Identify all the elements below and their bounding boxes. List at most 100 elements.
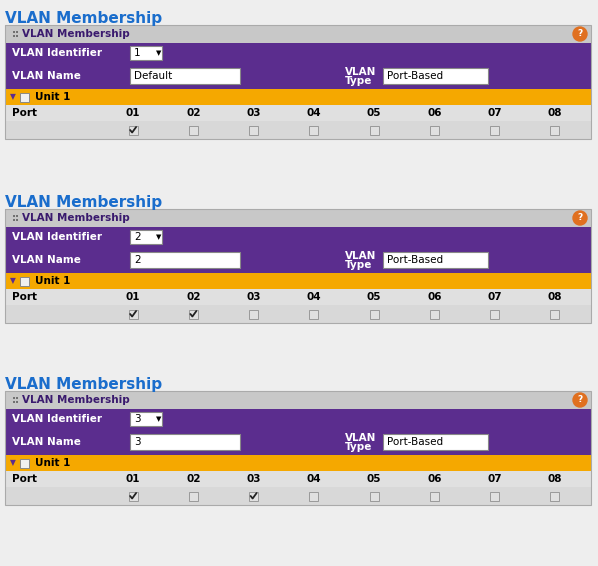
Text: 3: 3: [134, 414, 141, 424]
Text: Port: Port: [12, 292, 37, 302]
Bar: [430, 310, 439, 319]
Text: 05: 05: [367, 108, 382, 118]
Bar: [430, 126, 439, 135]
Text: 2: 2: [134, 232, 141, 242]
Text: 03: 03: [246, 474, 261, 484]
Text: 01: 01: [126, 108, 141, 118]
Bar: [130, 230, 162, 244]
Bar: [129, 491, 138, 500]
Text: VLAN Name: VLAN Name: [12, 437, 81, 447]
Text: VLAN: VLAN: [345, 433, 376, 443]
Bar: [309, 491, 318, 500]
Bar: [383, 434, 488, 450]
Bar: [383, 68, 488, 84]
Bar: [20, 92, 29, 101]
Text: 05: 05: [367, 292, 382, 302]
Bar: [5, 105, 591, 121]
Bar: [249, 126, 258, 135]
Text: 07: 07: [487, 292, 502, 302]
Text: Port-Based: Port-Based: [387, 71, 443, 81]
Bar: [5, 487, 591, 505]
Text: 02: 02: [186, 474, 200, 484]
Text: VLAN: VLAN: [345, 67, 376, 77]
Text: ?: ?: [578, 213, 582, 222]
Bar: [5, 289, 591, 305]
Bar: [5, 209, 591, 227]
Text: 04: 04: [307, 292, 321, 302]
Bar: [490, 310, 499, 319]
Bar: [5, 409, 591, 429]
Bar: [20, 277, 29, 285]
Text: ▼: ▼: [156, 416, 161, 422]
Text: 06: 06: [427, 474, 442, 484]
Text: ▼: ▼: [10, 277, 16, 285]
Text: 06: 06: [427, 108, 442, 118]
Bar: [129, 126, 138, 135]
Text: 1: 1: [134, 48, 141, 58]
Bar: [130, 434, 240, 450]
Text: 05: 05: [367, 474, 382, 484]
Bar: [370, 126, 379, 135]
Text: 02: 02: [186, 108, 200, 118]
Bar: [130, 412, 162, 426]
Bar: [5, 43, 591, 63]
Bar: [5, 25, 591, 43]
Text: ?: ?: [578, 29, 582, 38]
Text: 04: 04: [307, 474, 321, 484]
Circle shape: [573, 211, 587, 225]
Text: VLAN Identifier: VLAN Identifier: [12, 232, 102, 242]
Text: VLAN Identifier: VLAN Identifier: [12, 48, 102, 58]
Circle shape: [573, 27, 587, 41]
Text: VLAN: VLAN: [345, 251, 376, 261]
Text: ▼: ▼: [10, 92, 16, 101]
Bar: [430, 491, 439, 500]
Bar: [5, 209, 591, 323]
Text: ::: ::: [12, 29, 20, 39]
Bar: [550, 126, 559, 135]
Bar: [189, 310, 198, 319]
Text: Port-Based: Port-Based: [387, 437, 443, 447]
Bar: [370, 491, 379, 500]
Text: Type: Type: [345, 260, 373, 270]
Text: Unit 1: Unit 1: [35, 458, 71, 468]
Text: 03: 03: [246, 292, 261, 302]
Bar: [5, 391, 591, 505]
Text: Unit 1: Unit 1: [35, 92, 71, 102]
Text: 3: 3: [134, 437, 141, 447]
Bar: [5, 391, 591, 409]
Text: ▼: ▼: [156, 50, 161, 56]
Text: 2: 2: [134, 255, 141, 265]
Bar: [130, 252, 240, 268]
Bar: [130, 46, 162, 60]
Bar: [249, 310, 258, 319]
Bar: [309, 310, 318, 319]
Text: VLAN Membership: VLAN Membership: [22, 213, 130, 223]
Text: VLAN Membership: VLAN Membership: [5, 376, 162, 392]
Text: VLAN Membership: VLAN Membership: [5, 11, 162, 25]
Bar: [383, 252, 488, 268]
Bar: [490, 491, 499, 500]
Text: Port: Port: [12, 474, 37, 484]
Bar: [5, 63, 591, 89]
Text: 08: 08: [548, 474, 562, 484]
Text: Port: Port: [12, 108, 37, 118]
Text: 03: 03: [246, 108, 261, 118]
Text: 08: 08: [548, 108, 562, 118]
Bar: [370, 310, 379, 319]
Text: ?: ?: [578, 396, 582, 405]
Text: VLAN Name: VLAN Name: [12, 71, 81, 81]
Text: Port-Based: Port-Based: [387, 255, 443, 265]
Text: 07: 07: [487, 474, 502, 484]
Text: Type: Type: [345, 76, 373, 86]
Text: 02: 02: [186, 292, 200, 302]
Bar: [5, 25, 591, 139]
Text: Default: Default: [134, 71, 172, 81]
Bar: [5, 227, 591, 247]
Text: Type: Type: [345, 442, 373, 452]
Bar: [550, 310, 559, 319]
Circle shape: [573, 393, 587, 407]
Bar: [5, 429, 591, 455]
Text: 08: 08: [548, 292, 562, 302]
Bar: [490, 126, 499, 135]
Bar: [130, 68, 240, 84]
